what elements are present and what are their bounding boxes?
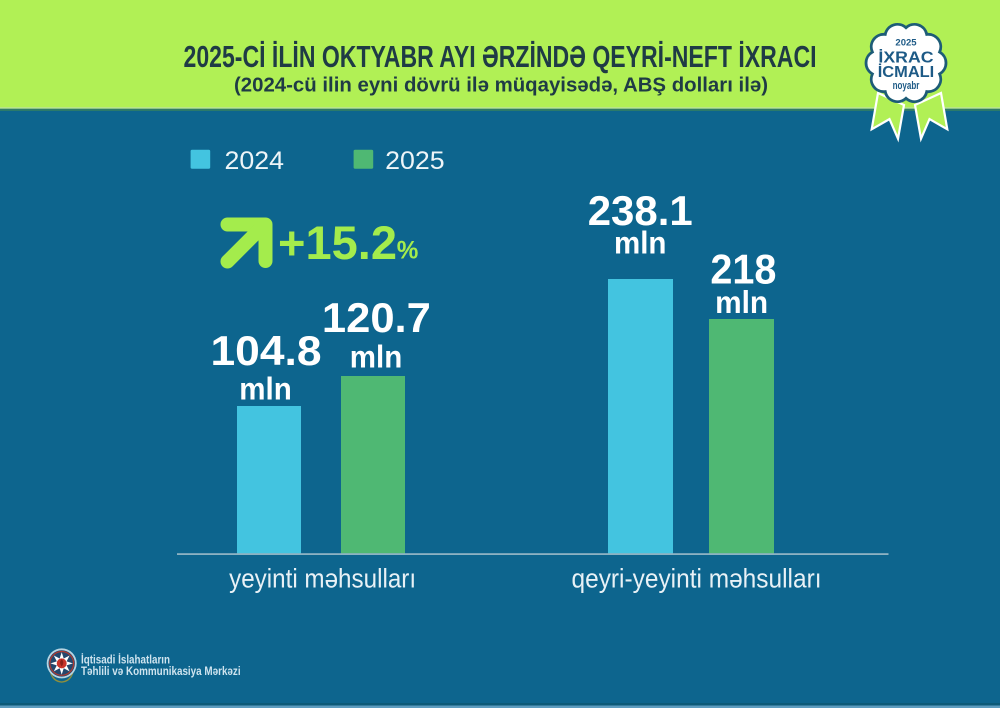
svg-text:238.1: 238.1 — [588, 187, 693, 234]
svg-text:218: 218 — [710, 246, 776, 293]
svg-text:2025: 2025 — [385, 147, 445, 175]
svg-text:İXRAC: İXRAC — [878, 49, 934, 67]
svg-text:qeyri-yeyinti məhsulları: qeyri-yeyinti məhsulları — [572, 564, 822, 594]
svg-text:2025: 2025 — [895, 38, 917, 49]
svg-text:yeyinti məhsulları: yeyinti məhsulları — [229, 564, 416, 594]
svg-text:2024: 2024 — [225, 147, 285, 175]
svg-text:%: % — [397, 237, 419, 265]
svg-text:mln: mln — [715, 284, 768, 320]
svg-text:120.7: 120.7 — [322, 294, 431, 341]
svg-text:+15.2: +15.2 — [278, 216, 397, 269]
svg-text:noyabr: noyabr — [893, 80, 920, 92]
svg-text:(2024-cü ilin eyni dövrü ilə m: (2024-cü ilin eyni dövrü ilə müqayisədə,… — [234, 74, 768, 97]
svg-text:104.8: 104.8 — [211, 327, 322, 374]
svg-text:mln: mln — [239, 371, 292, 407]
svg-text:mln: mln — [350, 339, 403, 375]
svg-text:Təhlili və Kommunikasiya Mərkə: Təhlili və Kommunikasiya Mərkəzi — [81, 666, 241, 678]
svg-text:İCMALI: İCMALI — [878, 63, 935, 81]
svg-text:İqtisadi İslahatların: İqtisadi İslahatların — [81, 654, 170, 667]
svg-text:mln: mln — [614, 225, 667, 261]
svg-text:2025-Cİ İLİN OKTYABR AYI ƏRZİN: 2025-Cİ İLİN OKTYABR AYI ƏRZİNDƏ QEYRİ-N… — [184, 39, 817, 74]
